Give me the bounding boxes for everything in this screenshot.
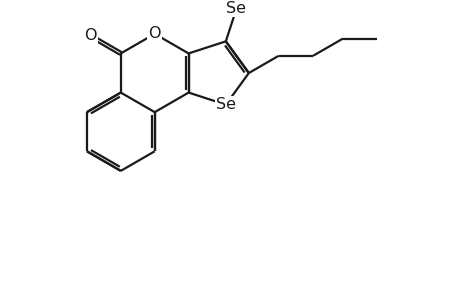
Text: O: O (84, 28, 96, 43)
Text: Se: Se (226, 1, 246, 16)
Text: O: O (148, 26, 161, 41)
Text: Se: Se (215, 97, 235, 112)
